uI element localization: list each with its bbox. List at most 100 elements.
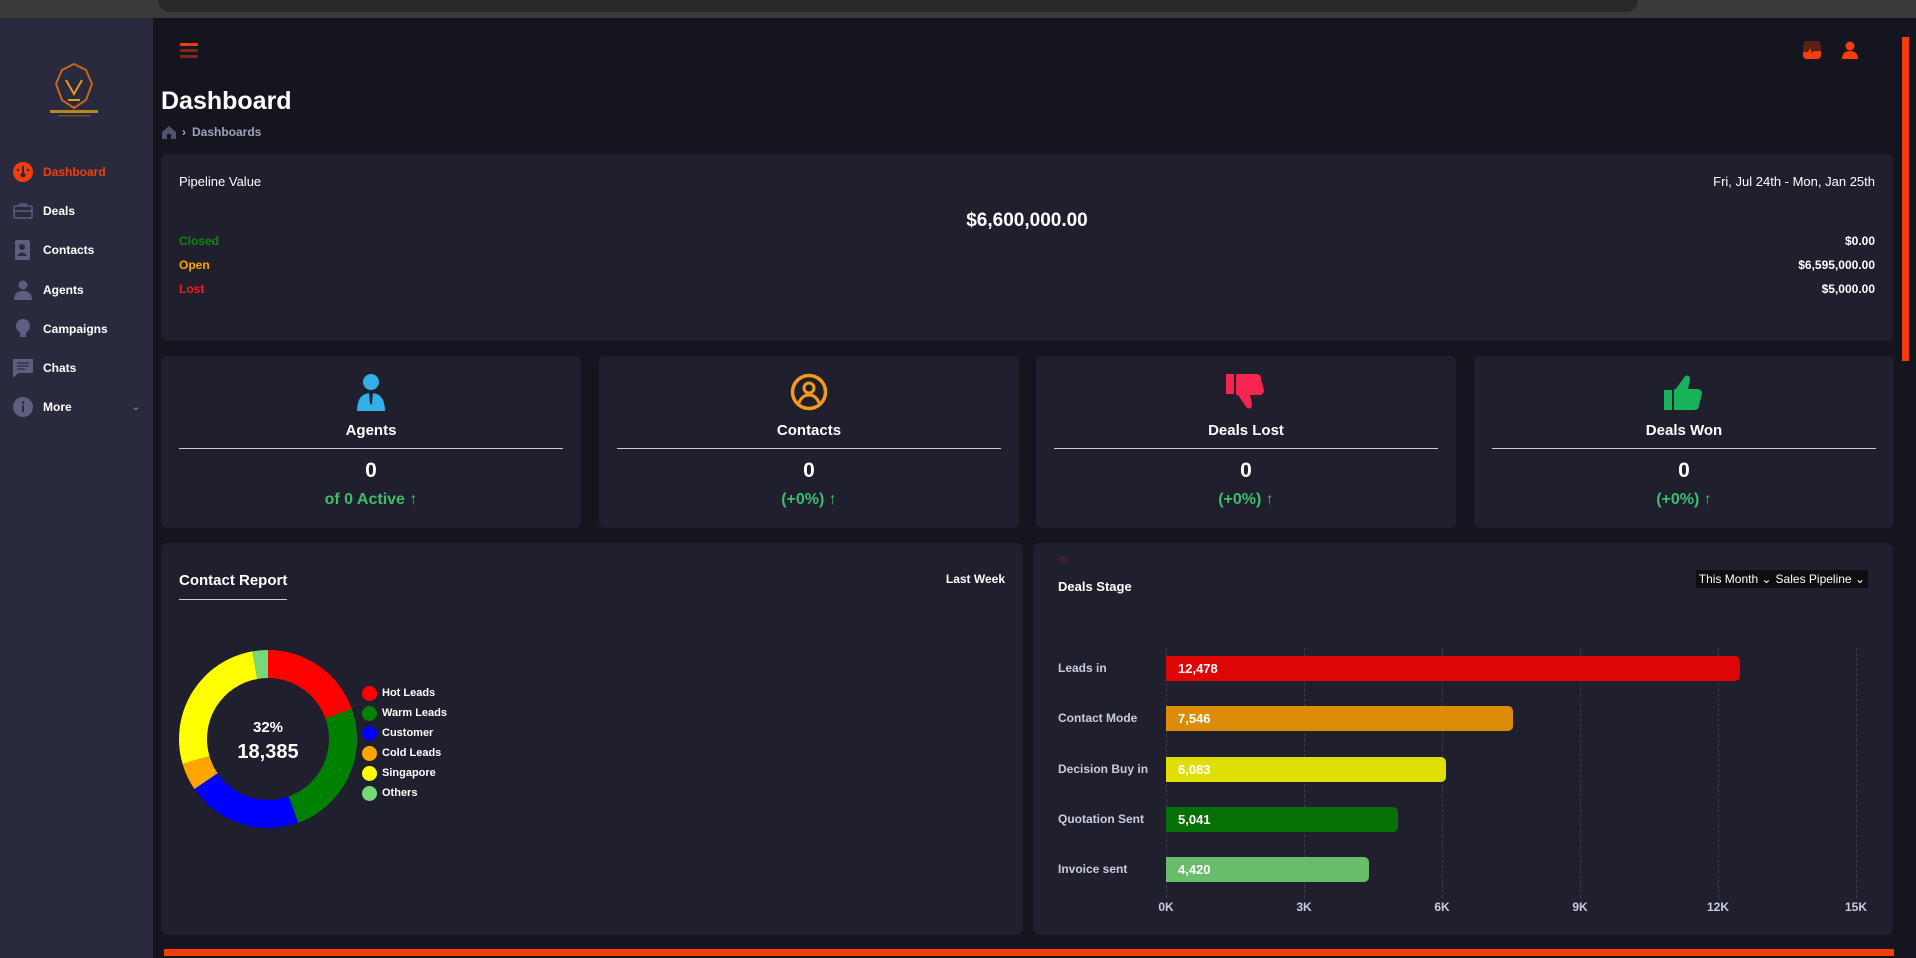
pipeline-row-open: Open $6,595,000.00 xyxy=(179,258,1875,272)
sidebar-item-label: More xyxy=(43,400,72,415)
y-category-label: Quotation Sent xyxy=(1058,811,1144,826)
thumbs-down-icon xyxy=(1036,370,1456,414)
gridline xyxy=(1856,648,1857,898)
legend-swatch xyxy=(362,765,377,781)
legend-swatch xyxy=(362,685,377,701)
y-category-label: Leads in xyxy=(1058,661,1107,675)
home-icon[interactable] xyxy=(162,125,176,139)
legend-item[interactable]: Singapore xyxy=(362,763,447,783)
sidebar-item-label: Campaigns xyxy=(43,321,108,336)
activity-icon[interactable] xyxy=(1803,41,1821,59)
divider xyxy=(1054,448,1438,449)
donut-center-total: 18,385 xyxy=(237,741,299,763)
address-bar[interactable] xyxy=(158,0,1638,12)
stat-change: (+0%) ↑ xyxy=(1218,491,1274,508)
bar-contact-mode[interactable]: 7,546 xyxy=(1166,706,1514,732)
pipeline-row-closed: Closed $0.00 xyxy=(179,234,1875,248)
stat-card-contacts: Contacts 0 (+0%) ↑ xyxy=(599,356,1019,528)
date-range[interactable]: Fri, Jul 24th - Mon, Jan 25th xyxy=(1713,174,1875,189)
sidebar-item-more[interactable]: More ⌄ xyxy=(12,388,142,427)
y-category-label: Invoice sent xyxy=(1058,862,1128,877)
pipeline-row-value: $6,595,000.00 xyxy=(1798,258,1875,272)
stat-label: Deals Won xyxy=(1645,422,1723,439)
sidebar-item-deals[interactable]: Deals xyxy=(12,191,142,230)
legend-item[interactable]: Cold Leads xyxy=(362,743,447,763)
sidebar-item-label: Deals xyxy=(43,203,76,218)
donut-slice-cold-leads[interactable] xyxy=(182,756,218,790)
briefcase-icon xyxy=(12,201,34,221)
stat-label: Contacts xyxy=(776,422,842,439)
horizontal-scrollbar[interactable] xyxy=(164,949,1894,956)
stat-label: Deals Lost xyxy=(1208,422,1284,439)
pipeline-row-lost: Lost $5,000.00 xyxy=(179,282,1875,296)
stat-value: 0 xyxy=(365,459,377,482)
x-tick-label: 3K xyxy=(1296,900,1312,914)
thumbs-up-icon xyxy=(1474,370,1894,414)
bar-value-label: 7,546 xyxy=(1178,711,1211,727)
chat-icon xyxy=(12,358,34,378)
breadcrumb-item[interactable]: Dashboards xyxy=(192,125,262,139)
user-profile-icon[interactable] xyxy=(1841,41,1859,59)
donut-slice-singapore[interactable] xyxy=(178,651,258,764)
vertical-scrollbar[interactable] xyxy=(1902,37,1909,361)
donut-slice-hot-leads[interactable] xyxy=(268,650,352,719)
contact-report-card: Contact Report Last Week 32% 18,385 Hot … xyxy=(161,543,1023,935)
agent-icon xyxy=(161,370,581,414)
divider xyxy=(1492,448,1876,449)
legend-item[interactable]: Warm Leads xyxy=(362,703,447,723)
sidebar-item-chats[interactable]: Chats xyxy=(12,348,142,387)
sidebar-item-label: Contacts xyxy=(43,243,95,258)
lightbulb-icon xyxy=(12,318,34,339)
donut-slice-others[interactable] xyxy=(252,650,268,679)
gridline xyxy=(1580,648,1581,898)
divider xyxy=(617,448,1001,449)
x-tick-label: 6K xyxy=(1434,900,1450,914)
legend-swatch xyxy=(362,745,377,761)
legend-item[interactable]: Hot Leads xyxy=(362,683,447,703)
pipeline-row-label: Lost xyxy=(179,282,205,296)
sidebar-item-contacts[interactable]: Contacts xyxy=(12,231,142,270)
breadcrumb: › Dashboards xyxy=(162,125,261,139)
status-dot xyxy=(1058,556,1068,563)
legend-item[interactable]: Customer xyxy=(362,723,447,743)
stat-value: 0 xyxy=(1240,459,1252,482)
sidebar-item-agents[interactable]: Agents xyxy=(12,270,142,309)
pipeline-row-label: Open xyxy=(179,258,210,272)
dashboard-gauge-icon xyxy=(12,161,34,182)
donut-center: 32% 18,385 xyxy=(168,719,368,764)
donut-slice-warm-leads[interactable] xyxy=(288,708,357,823)
contact-donut-chart xyxy=(178,650,357,828)
bar-value-label: 4,420 xyxy=(1178,862,1211,878)
user-circle-icon xyxy=(599,370,1019,414)
deals-stage-card: Deals Stage This Month ⌄ Sales Pipeline … xyxy=(1033,543,1893,935)
legend-swatch xyxy=(362,785,377,801)
period-filter[interactable]: Last Week xyxy=(945,572,1005,586)
stat-change: (+0%) ↑ xyxy=(781,491,837,508)
x-tick-label: 15K xyxy=(1844,900,1868,914)
legend-item[interactable]: Others xyxy=(362,783,447,803)
legend-label: Hot Leads xyxy=(382,687,436,699)
bar-value-label: 12,478 xyxy=(1178,661,1218,676)
period-select[interactable]: This Month ⌄ xyxy=(1698,572,1772,586)
legend-label: Others xyxy=(382,787,418,799)
donut-slice-customer[interactable] xyxy=(194,773,299,828)
info-icon xyxy=(12,397,34,418)
chevron-right-icon: › xyxy=(182,125,186,139)
bar-decision-buy-in[interactable]: 6,083 xyxy=(1166,756,1446,782)
sidebar-item-label: Agents xyxy=(43,282,84,297)
pipeline-row-value: $5,000.00 xyxy=(1821,282,1875,296)
pipeline-select[interactable]: Sales Pipeline ⌄ xyxy=(1775,572,1865,586)
sidebar-item-dashboard[interactable]: Dashboard xyxy=(12,152,142,191)
chart-legend: Hot Leads Warm Leads Customer Cold Leads Sin… xyxy=(362,683,447,803)
hamburger-menu-icon[interactable] xyxy=(180,43,198,58)
divider xyxy=(179,448,563,449)
bar-leads-in[interactable]: 12,478 xyxy=(1166,656,1740,681)
bar-invoice-sent[interactable]: 4,420 xyxy=(1166,857,1370,883)
browser-chrome xyxy=(0,0,1916,18)
pipeline-row-value: $0.00 xyxy=(1844,234,1875,248)
sidebar-item-campaigns[interactable]: Campaigns xyxy=(12,309,142,348)
bar-value-label: 6,083 xyxy=(1178,761,1211,777)
sidebar-item-label: Dashboard xyxy=(43,164,106,179)
bar-quotation-sent[interactable]: 5,041 xyxy=(1166,806,1398,832)
y-category-label: Contact Mode xyxy=(1058,711,1138,726)
